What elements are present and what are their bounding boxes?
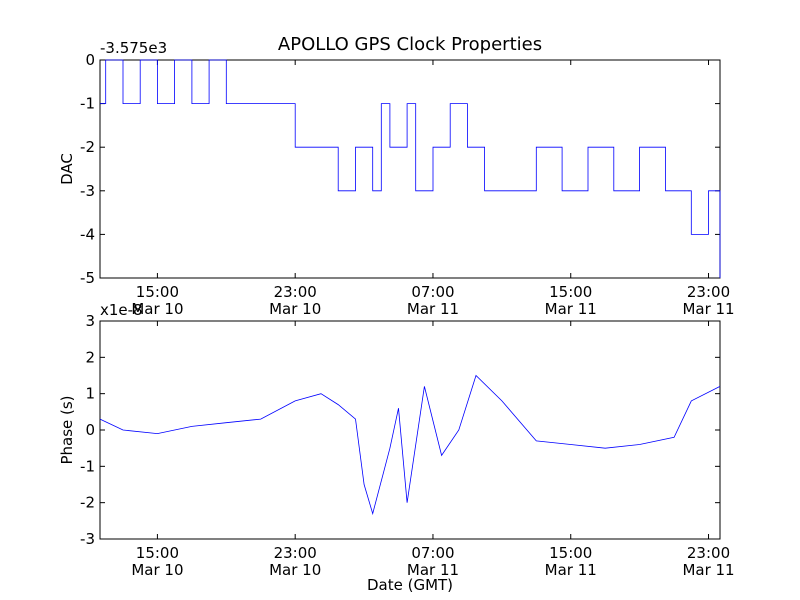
y-tick-label: -1 (80, 95, 95, 113)
y-tick-label: -3 (80, 530, 95, 548)
x-tick-label-time: 15:00 (136, 544, 179, 562)
x-axis-label: Date (GMT) (367, 576, 453, 594)
dac-offset-label: -3.575e3 (100, 39, 167, 57)
x-tick-label-time: 23:00 (687, 544, 730, 562)
figure-title: APOLLO GPS Clock Properties (278, 34, 542, 55)
x-tick-label-time: 23:00 (687, 283, 730, 301)
phase-ylabel: Phase (s) (58, 395, 76, 464)
y-tick-label: -4 (80, 225, 95, 243)
x-tick-label-date: Mar 11 (407, 300, 459, 318)
x-tick-label-time: 07:00 (411, 283, 454, 301)
y-tick-label: -5 (80, 269, 95, 287)
y-tick-label: -3 (80, 182, 95, 200)
x-tick-label-time: 23:00 (274, 544, 317, 562)
y-tick-label: 0 (85, 421, 95, 439)
dac-axes-frame (99, 59, 721, 279)
x-tick-label-time: 07:00 (411, 544, 454, 562)
x-tick-label-date: Mar 11 (682, 561, 734, 579)
y-tick-label: 0 (85, 51, 95, 69)
x-tick-label-date: Mar 10 (131, 561, 183, 579)
x-tick-label-date: Mar 10 (131, 300, 183, 318)
y-tick-label: -1 (80, 457, 95, 475)
x-tick-label-time: 15:00 (549, 544, 592, 562)
x-tick-label-date: Mar 11 (407, 561, 459, 579)
dac-series-line (100, 59, 721, 278)
x-tick-label-date: Mar 11 (545, 561, 597, 579)
phase-series-line (99, 374, 721, 516)
x-tick-label-date: Mar 11 (682, 300, 734, 318)
x-tick-label-time: 23:00 (274, 283, 317, 301)
y-tick-label: 1 (85, 385, 95, 403)
x-tick-label-date: Mar 10 (269, 561, 321, 579)
y-tick-label: 3 (85, 312, 95, 330)
y-tick-label: -2 (80, 138, 95, 156)
x-tick-label-time: 15:00 (136, 283, 179, 301)
y-tick-label: 2 (85, 348, 95, 366)
x-tick-label-date: Mar 10 (269, 300, 321, 318)
x-tick-label-time: 15:00 (549, 283, 592, 301)
y-tick-label: -2 (80, 494, 95, 512)
x-tick-label-date: Mar 11 (545, 300, 597, 318)
phase-offset-label: x1e-8 (100, 301, 143, 319)
dac-ylabel: DAC (58, 153, 76, 185)
